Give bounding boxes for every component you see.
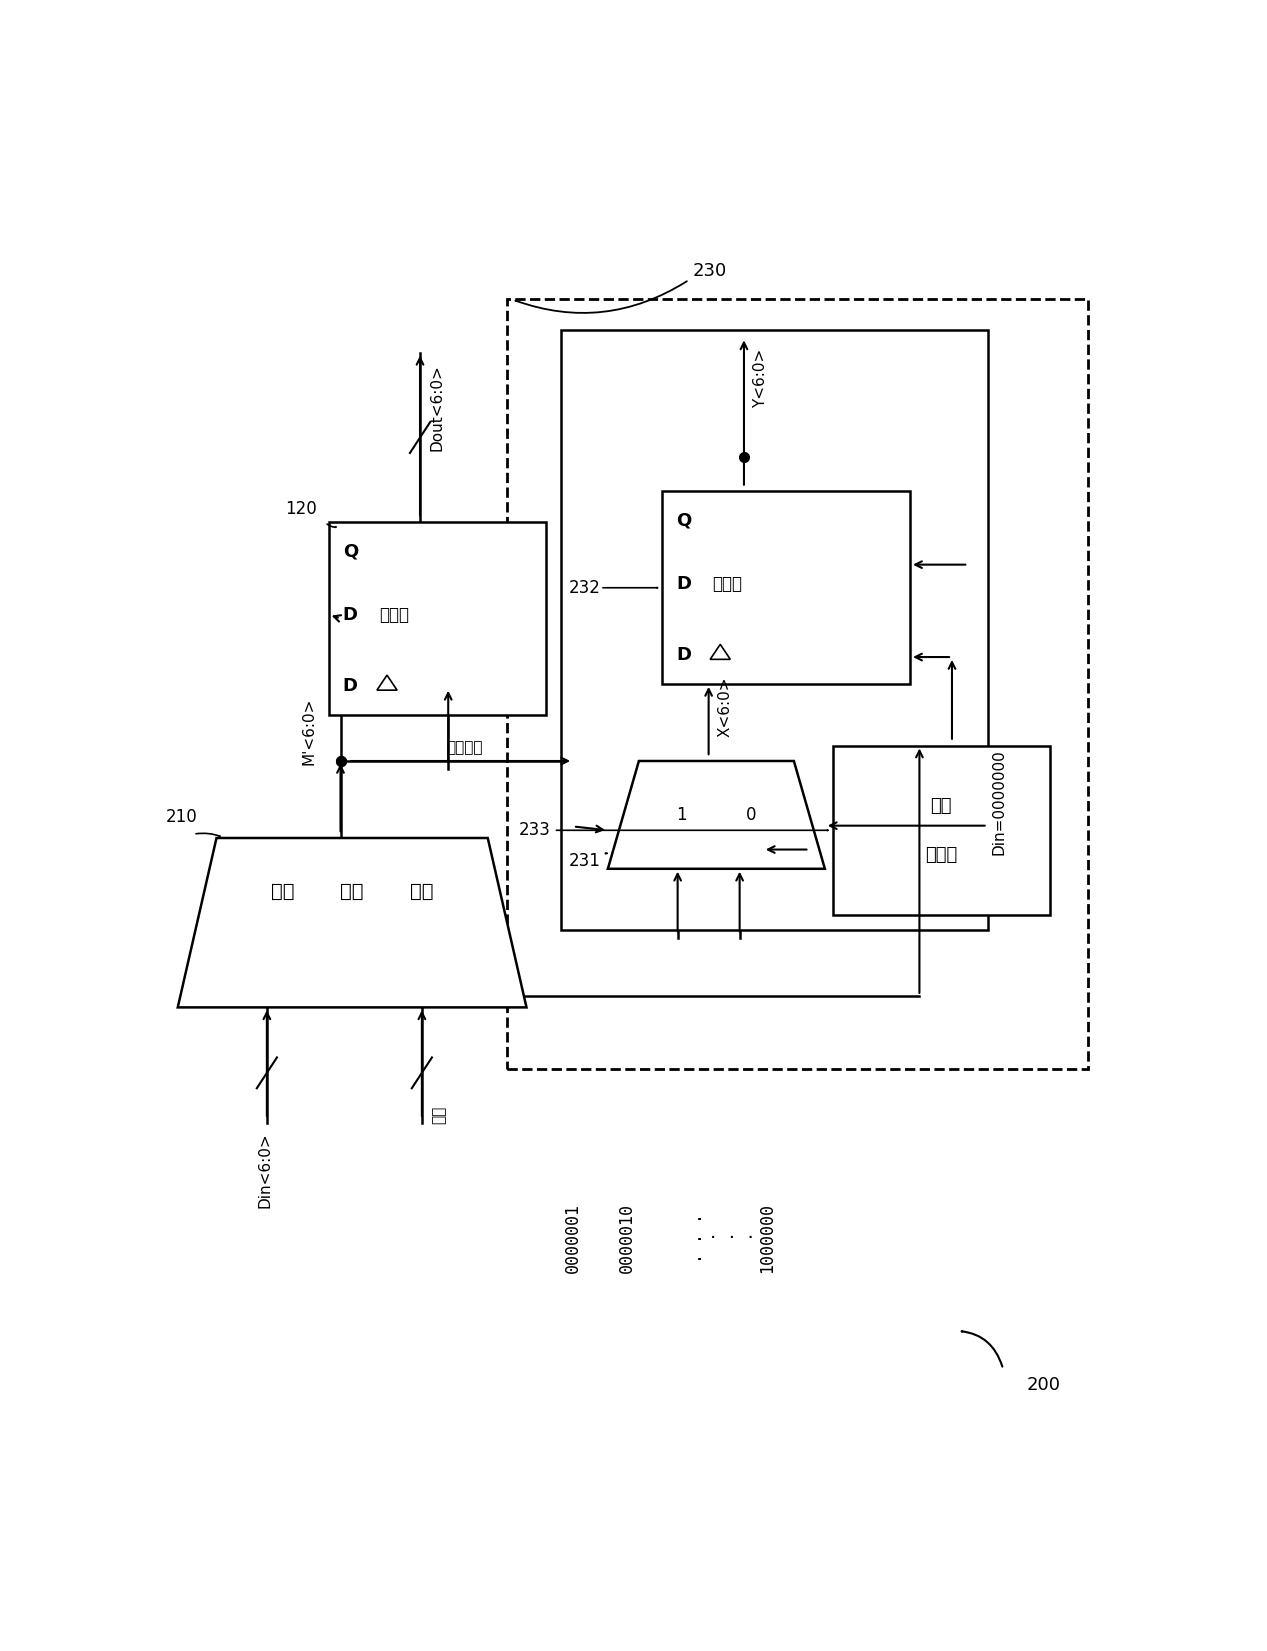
Text: 控制逻辑: 控制逻辑	[446, 740, 483, 755]
Bar	[561, 330, 987, 931]
Text: 查表: 查表	[271, 882, 294, 901]
Text: 200: 200	[1026, 1375, 1060, 1393]
Bar	[507, 299, 1088, 1068]
Polygon shape	[711, 644, 730, 659]
Polygon shape	[177, 839, 527, 1007]
Text: 232: 232	[569, 580, 601, 596]
Text: Y<6:0>: Y<6:0>	[754, 348, 768, 408]
Text: D: D	[677, 575, 691, 593]
Text: 1: 1	[677, 806, 687, 824]
Text: Q: Q	[677, 512, 692, 530]
Text: ·  ·  ·: · · ·	[710, 1228, 754, 1248]
Text: 1000000: 1000000	[758, 1204, 775, 1273]
Text: 0000010: 0000010	[618, 1204, 636, 1273]
FancyArrowPatch shape	[196, 834, 220, 837]
Text: 触发器: 触发器	[712, 575, 742, 593]
Text: 0: 0	[746, 806, 756, 824]
Text: 233: 233	[518, 821, 551, 839]
Text: 指针: 指针	[930, 797, 952, 814]
Text: Din<6:0>: Din<6:0>	[257, 1133, 272, 1209]
Text: . . .: . . .	[688, 1213, 706, 1263]
Text: M'<6:0>: M'<6:0>	[302, 697, 317, 764]
Text: D: D	[677, 646, 691, 664]
FancyArrowPatch shape	[516, 281, 687, 314]
Text: 231: 231	[569, 852, 601, 870]
Text: Q: Q	[343, 543, 359, 561]
Text: 230: 230	[693, 263, 727, 279]
Bar	[329, 522, 546, 715]
Text: Dout<6:0>: Dout<6:0>	[430, 365, 445, 451]
FancyArrowPatch shape	[962, 1331, 1002, 1367]
Polygon shape	[608, 761, 825, 868]
Text: 电路: 电路	[411, 882, 433, 901]
Text: 指针: 指针	[431, 1106, 446, 1124]
Text: 0000001: 0000001	[564, 1204, 582, 1273]
Text: X<6:0>: X<6:0>	[718, 677, 732, 738]
Text: 逻辑: 逻辑	[341, 882, 364, 901]
Text: 120: 120	[285, 500, 317, 518]
Text: D: D	[343, 606, 357, 624]
Text: D: D	[343, 677, 357, 695]
Text: 触发器: 触发器	[379, 606, 409, 624]
Bar	[832, 746, 1049, 915]
Text: 解码器: 解码器	[925, 845, 958, 863]
FancyArrowPatch shape	[327, 523, 336, 527]
Text: Din=0000000: Din=0000000	[992, 750, 1006, 855]
Text: 210: 210	[166, 809, 198, 827]
Bar	[663, 492, 910, 684]
Polygon shape	[376, 675, 397, 690]
